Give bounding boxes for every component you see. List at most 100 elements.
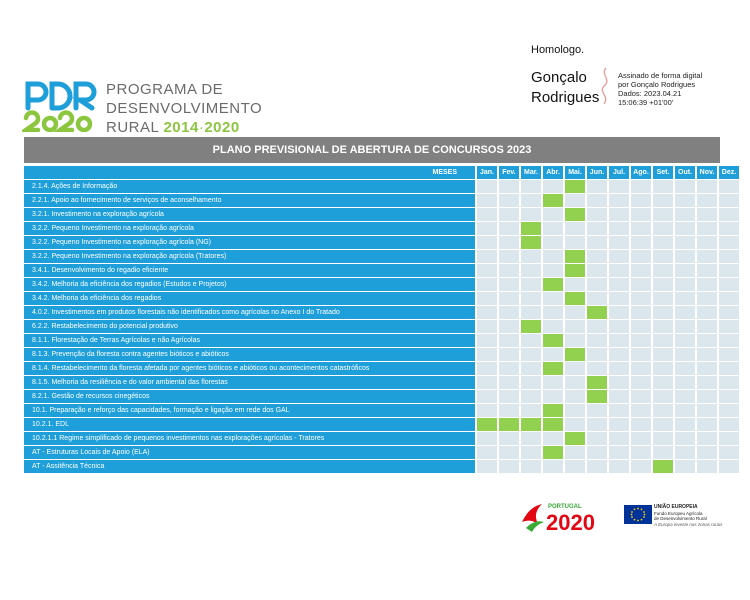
month-cell (521, 306, 541, 319)
month-cell (477, 376, 497, 389)
month-cell (477, 180, 497, 193)
month-cell (697, 348, 717, 361)
month-cell (477, 432, 497, 445)
month-cell (499, 278, 519, 291)
month-cell (543, 180, 563, 193)
month-cell (719, 432, 739, 445)
month-cell (675, 292, 695, 305)
month-cell (631, 348, 651, 361)
month-cell-active (653, 460, 673, 473)
month-cell (499, 250, 519, 263)
month-cell (697, 334, 717, 347)
table-row: AT - Assitência Técnica (24, 460, 739, 473)
approval-text: Homologo. (531, 44, 585, 56)
month-cell (697, 362, 717, 375)
month-cell (565, 278, 585, 291)
month-cell-active (565, 432, 585, 445)
month-cell (521, 432, 541, 445)
month-cell-active (543, 334, 563, 347)
month-cell (499, 404, 519, 417)
month-cell (587, 334, 607, 347)
month-cell (653, 194, 673, 207)
month-header: Ago. (631, 166, 651, 179)
month-cell (477, 404, 497, 417)
month-cell (499, 236, 519, 249)
month-cell (719, 180, 739, 193)
month-cell (719, 376, 739, 389)
month-cell (521, 278, 541, 291)
month-cell (587, 362, 607, 375)
month-cell (719, 418, 739, 431)
month-cell (543, 208, 563, 221)
month-cell (631, 306, 651, 319)
month-cell (609, 390, 629, 403)
month-cell (719, 208, 739, 221)
month-cell (499, 222, 519, 235)
month-cell (499, 460, 519, 473)
month-cell (477, 320, 497, 333)
month-cell (631, 376, 651, 389)
month-cell (653, 222, 673, 235)
month-cell (477, 348, 497, 361)
measure-label: 8.1.5. Melhoria da resiliência e do valo… (24, 376, 475, 389)
month-cell (675, 390, 695, 403)
month-cell (587, 460, 607, 473)
month-cell (477, 460, 497, 473)
measure-label: 10.2.1. EDL (24, 418, 475, 431)
month-cell (675, 250, 695, 263)
portugal-label: PORTUGAL (548, 504, 582, 510)
month-header: Dez. (719, 166, 739, 179)
month-cell (543, 390, 563, 403)
month-cell (653, 320, 673, 333)
eu-fund-text: UNIÃO EUROPEIA Fundo Europeu Agrícola de… (654, 504, 724, 527)
month-cell (499, 292, 519, 305)
month-cell (565, 306, 585, 319)
month-cell (697, 292, 717, 305)
month-cell (477, 250, 497, 263)
month-cell (587, 348, 607, 361)
month-cell (631, 236, 651, 249)
month-cell (499, 348, 519, 361)
month-cell (609, 250, 629, 263)
program-line-3: RURAL 2014·2020 (106, 118, 262, 137)
signature-detail-line: 15:06:39 +01'00' (618, 98, 674, 107)
month-cell (697, 446, 717, 459)
month-cell (565, 362, 585, 375)
month-cell (631, 334, 651, 347)
eu-flag-icon (624, 505, 652, 524)
program-line-1: PROGRAMA DE (106, 81, 224, 98)
measure-label: 3.2.2. Pequeno Investimento na exploraçã… (24, 250, 475, 263)
month-cell (587, 264, 607, 277)
month-cell (719, 320, 739, 333)
table-row: 10.1. Preparação e reforço das capacidad… (24, 404, 739, 417)
measure-label: 3.4.1. Desenvolvimento do regadio eficie… (24, 264, 475, 277)
month-cell (543, 264, 563, 277)
month-cell (587, 446, 607, 459)
month-cell (675, 264, 695, 277)
month-cell-active (521, 418, 541, 431)
month-cell-active (565, 208, 585, 221)
month-cell (653, 264, 673, 277)
month-cell (609, 432, 629, 445)
table-row: 3.4.2. Melhoria da eficiência dos regadi… (24, 292, 739, 305)
month-cell (477, 362, 497, 375)
plan-title: PLANO PREVISIONAL DE ABERTURA DE CONCURS… (24, 137, 720, 163)
month-cell (697, 418, 717, 431)
month-cell (631, 404, 651, 417)
month-cell (477, 278, 497, 291)
month-header: Jan. (477, 166, 497, 179)
month-cell (719, 334, 739, 347)
month-cell (697, 278, 717, 291)
month-cell (631, 278, 651, 291)
month-cell (719, 446, 739, 459)
month-header: Out. (675, 166, 695, 179)
schedule-table-body: MESES Jan. Fev. Mar. Abr. Mai. Jun. Jul.… (24, 166, 739, 473)
month-cell (521, 208, 541, 221)
month-cell (719, 390, 739, 403)
table-row: 3.4.1. Desenvolvimento do regadio eficie… (24, 264, 739, 277)
month-header: Nov. (697, 166, 717, 179)
month-header: Mai. (565, 166, 585, 179)
month-cell (675, 194, 695, 207)
month-cell-active (477, 418, 497, 431)
measure-label: 10.2.1.1 Regime simplificado de pequenos… (24, 432, 475, 445)
